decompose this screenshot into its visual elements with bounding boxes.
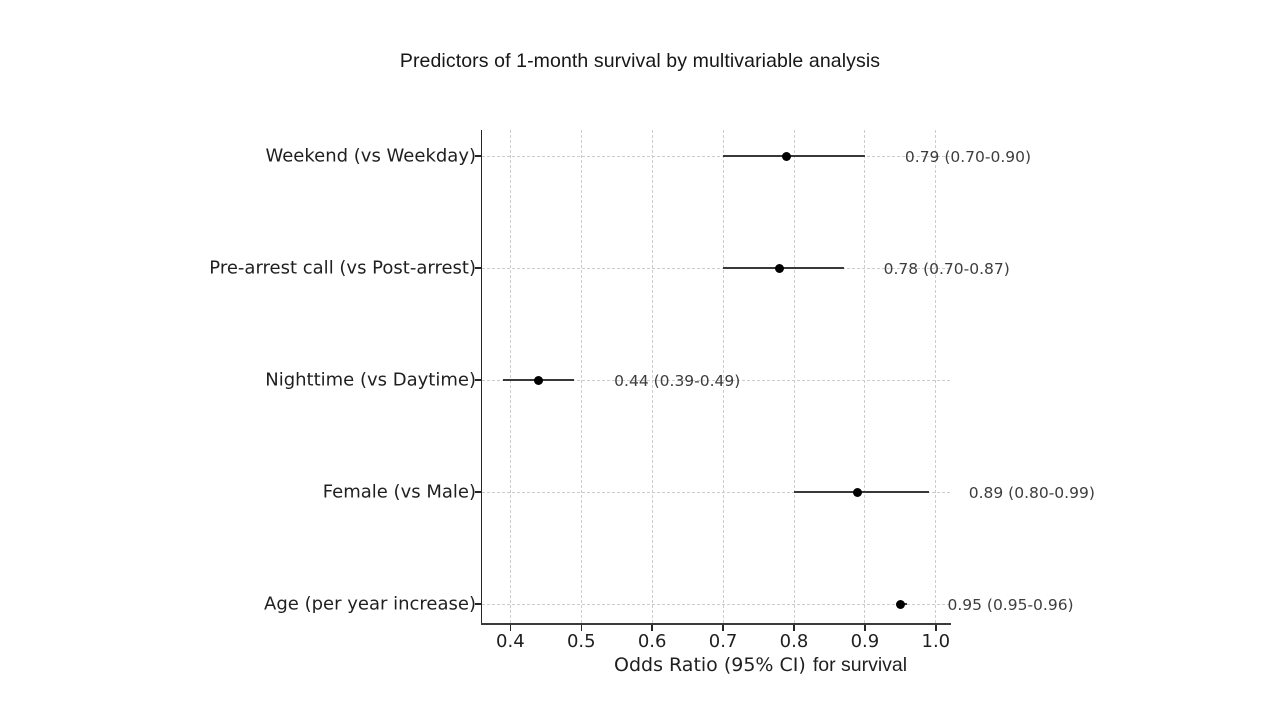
- x-tick-label: 1.0: [921, 631, 951, 652]
- x-axis-label: Odds Ratio (95% CI) for survival: [614, 654, 907, 677]
- x-tick-label: 0.6: [637, 631, 667, 652]
- chart-title: Predictors of 1-month survival by multiv…: [399, 50, 881, 72]
- category-label: Female (vs Male): [322, 481, 476, 503]
- gridline-vertical: [864, 130, 866, 623]
- gridline-horizontal: [482, 491, 950, 493]
- x-tick-mark: [935, 625, 937, 631]
- x-tick-mark: [509, 625, 512, 631]
- gridline-horizontal: [482, 267, 950, 269]
- x-tick-mark: [580, 625, 582, 631]
- gridline-vertical: [651, 130, 653, 623]
- x-tick-mark: [864, 625, 866, 631]
- gridline-vertical: [580, 130, 582, 623]
- x-tick-label: 0.8: [779, 631, 809, 652]
- gridline-horizontal: [482, 603, 950, 605]
- ci-line: [723, 154, 865, 158]
- odds-ratio-marker: [895, 599, 905, 609]
- odds-ratio-marker: [534, 375, 544, 385]
- category-label: Nighttime (vs Daytime): [265, 369, 476, 391]
- category-label: Age (per year increase): [264, 593, 476, 615]
- odds-ratio-marker: [782, 151, 792, 161]
- x-tick-mark: [651, 625, 653, 631]
- x-tick-mark: [793, 625, 795, 631]
- odds-ratio-marker: [775, 263, 785, 273]
- x-tick-label: 0.5: [566, 631, 596, 652]
- value-label: 0.79 (0.70-0.90): [904, 148, 1032, 166]
- category-label: Pre-arrest call (vs Post-arrest): [209, 257, 476, 279]
- value-label: 0.89 (0.80-0.99): [968, 484, 1095, 502]
- y-tick-mark: [475, 155, 481, 157]
- y-axis-spine: [481, 130, 483, 625]
- value-label: 0.95 (0.95-0.96): [947, 596, 1074, 614]
- y-tick-mark: [475, 267, 481, 269]
- x-tick-label: 0.9: [850, 631, 880, 652]
- x-axis-label-main: Odds Ratio (95% CI): [614, 654, 806, 676]
- category-label: Weekend (vs Weekday): [265, 145, 476, 167]
- y-tick-mark: [475, 603, 481, 605]
- odds-ratio-marker: [853, 487, 863, 497]
- y-tick-mark: [475, 491, 481, 493]
- x-tick-label: 0.4: [496, 631, 525, 652]
- y-tick-mark: [475, 379, 481, 381]
- value-label: 0.78 (0.70-0.87): [883, 260, 1010, 278]
- gridline-vertical: [509, 130, 511, 623]
- x-axis-spine: [481, 623, 951, 625]
- gridline-vertical: [722, 130, 724, 623]
- gridline-horizontal: [482, 379, 950, 381]
- gridline-vertical: [793, 130, 795, 623]
- gridline-vertical: [935, 130, 937, 623]
- gridline-horizontal: [482, 155, 950, 157]
- value-label: 0.44 (0.39-0.49): [614, 372, 741, 390]
- x-tick-mark: [722, 625, 724, 631]
- x-tick-label: 0.7: [708, 631, 738, 652]
- x-axis-label-suffix: for survival: [812, 654, 908, 676]
